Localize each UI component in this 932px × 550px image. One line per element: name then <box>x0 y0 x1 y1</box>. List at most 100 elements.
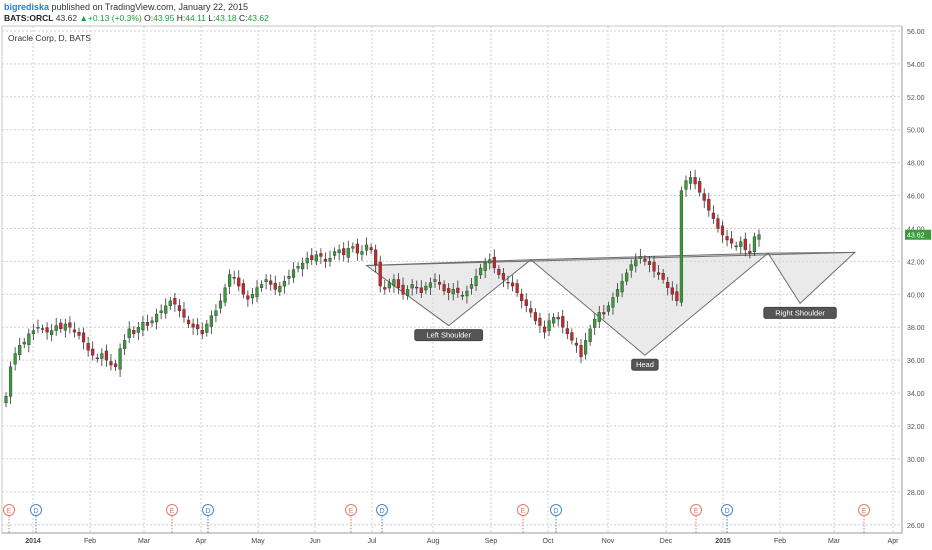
event-marker-text: D <box>724 508 729 515</box>
y-tick-label: 34.00 <box>907 391 925 398</box>
candle-body <box>752 236 757 253</box>
earnings-marker: E <box>166 504 178 533</box>
candle-body <box>191 323 195 328</box>
candle-body <box>748 250 752 254</box>
candle-body <box>282 280 286 287</box>
event-marker-circle <box>30 504 42 516</box>
candle-body <box>100 353 104 359</box>
candle-body <box>200 330 204 335</box>
candle-body <box>86 343 90 351</box>
candle-body <box>529 308 533 313</box>
earnings-marker: E <box>690 504 702 533</box>
low-label: L: <box>208 13 216 23</box>
candle-body <box>488 259 492 264</box>
candle-body <box>515 283 519 293</box>
candle-body <box>565 328 569 335</box>
candle-body <box>264 279 268 283</box>
candle-body <box>428 282 433 288</box>
earnings-marker: E <box>3 504 15 533</box>
candle-body <box>730 238 734 244</box>
candle-body <box>228 274 232 287</box>
candle-body <box>698 181 702 193</box>
candles <box>4 169 761 408</box>
candle-body <box>232 276 236 279</box>
candle-body <box>250 294 255 299</box>
candle-body <box>255 287 259 298</box>
y-tick-label: 56.00 <box>907 29 925 36</box>
candle-body <box>269 280 273 285</box>
candle-body <box>154 313 159 323</box>
event-marker-text: E <box>7 508 12 515</box>
pattern-label: Head <box>631 358 659 371</box>
candle-body <box>337 249 341 254</box>
candle-body <box>77 331 81 336</box>
author-link[interactable]: bigrediska <box>4 2 50 12</box>
event-marker-circle <box>690 504 702 516</box>
candle-body <box>552 317 556 324</box>
publish-line: bigrediska published on TradingView.com,… <box>4 2 248 12</box>
x-tick-label: Oct <box>543 538 554 545</box>
candle-body <box>442 284 446 292</box>
event-marker-circle <box>858 504 870 516</box>
candle-body <box>8 366 13 397</box>
open-value: 43.95 <box>153 13 175 23</box>
event-marker-text: E <box>694 508 699 515</box>
candle-body <box>675 291 679 302</box>
symbol-label: BATS:ORCL <box>4 13 54 23</box>
candle-body <box>538 317 542 326</box>
y-tick-label: 42.00 <box>907 259 925 266</box>
pattern-label: Right Shoulder <box>763 306 837 319</box>
dividend-marker: D <box>202 504 214 533</box>
earnings-marker: E <box>345 504 357 533</box>
candle-body <box>757 234 761 240</box>
candle-body <box>273 282 277 290</box>
y-tick-label: 36.00 <box>907 358 925 365</box>
candle-body <box>50 330 54 336</box>
x-tick-label: Sep <box>485 538 498 545</box>
candle-body <box>205 323 209 333</box>
candle-body <box>113 363 118 367</box>
price-chart[interactable]: Left Shoulder Head Right Shoulder 56.00 54.… <box>0 25 932 550</box>
candle-body <box>59 322 63 330</box>
last-price: 43.62 <box>55 13 78 23</box>
candle-body <box>310 255 314 260</box>
candle-body <box>743 238 747 251</box>
event-marker-text: E <box>521 508 526 515</box>
candle-body <box>620 280 624 293</box>
candle-body <box>241 283 245 295</box>
candle-body <box>625 272 629 282</box>
candle-body <box>314 254 318 262</box>
candle-body <box>369 247 373 251</box>
candle-body <box>164 305 168 314</box>
candle-body <box>524 299 528 307</box>
candle-body <box>351 246 355 249</box>
candle-body <box>542 326 547 333</box>
candle-body <box>688 177 693 184</box>
candle-body <box>396 279 401 288</box>
candle-body <box>287 276 291 279</box>
neckline <box>366 251 855 267</box>
x-tick-label: Feb <box>774 538 786 545</box>
candle-body <box>383 287 387 290</box>
candle-body <box>451 289 455 295</box>
last-price-tag-text: 43.62 <box>907 233 925 240</box>
candle-body <box>323 258 328 262</box>
candle-body <box>360 251 364 255</box>
change-arrow-icon: ▲ <box>79 13 88 23</box>
candle-body <box>40 328 45 330</box>
candle-body <box>378 261 382 287</box>
dividend-marker: D <box>550 504 562 533</box>
y-tick-label: 50.00 <box>907 128 925 135</box>
candle-body <box>588 328 592 342</box>
candle-body <box>629 264 633 271</box>
event-marker-circle <box>517 504 529 516</box>
candle-body <box>643 258 647 262</box>
candle-body <box>615 289 620 297</box>
x-tick-label: 2014 <box>25 538 41 545</box>
candle-body <box>159 310 163 313</box>
y-tick-label: 32.00 <box>907 424 925 431</box>
candle-body <box>447 288 451 293</box>
candle-body <box>355 243 359 254</box>
candle-body <box>72 329 77 333</box>
candle-body <box>186 319 191 325</box>
